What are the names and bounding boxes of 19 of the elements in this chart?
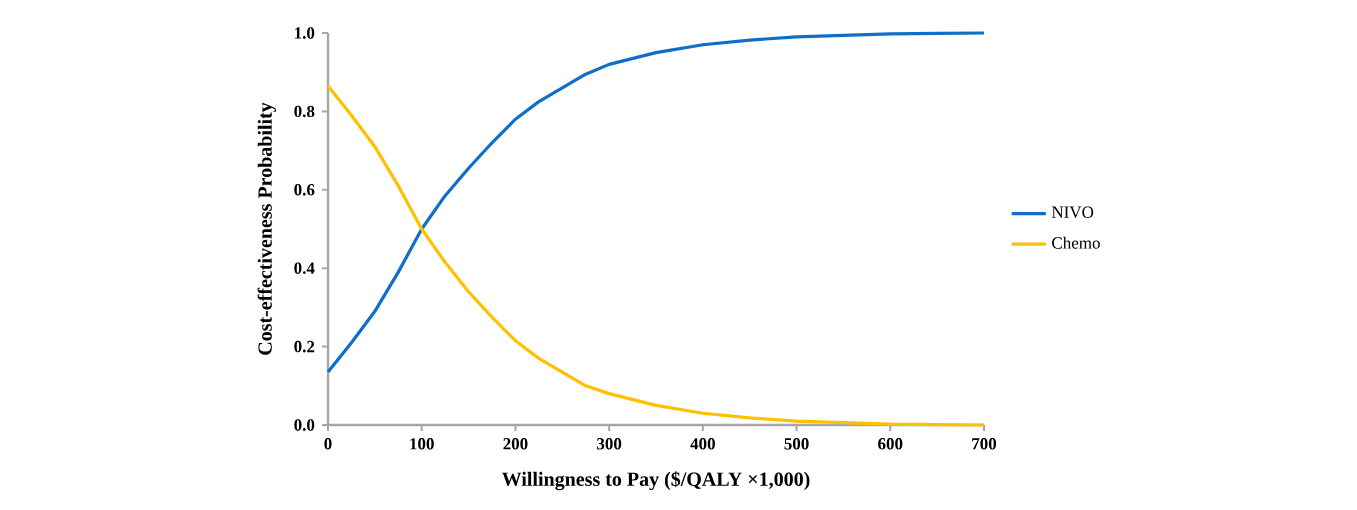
x-tick-label: 700 (972, 438, 997, 450)
y-tick-label: 0.6 (294, 184, 315, 196)
y-tick-label: 0.2 (294, 340, 315, 353)
x-tick-label: 200 (503, 438, 528, 450)
y-tick-label: 1.0 (295, 27, 315, 39)
y-axis-title: Cost-effectiveness Probability (257, 102, 276, 355)
x-tick-label: 600 (878, 438, 903, 450)
line-series (326, 31, 986, 374)
x-axis-title: Willingness to Pay ($/QALY ×1,000) (501, 471, 810, 491)
legend-label: Chemo (1052, 236, 1100, 249)
y-tick-label: 0.8 (294, 105, 315, 118)
x-tick-label: 100 (410, 438, 434, 450)
legend-label: NIVO (1051, 206, 1094, 218)
x-tick-label: 0 (324, 438, 332, 450)
x-tick-label: 300 (597, 438, 622, 450)
y-tick-label: 0.0 (294, 419, 315, 431)
y-tick-label: 0.4 (294, 262, 315, 274)
x-tick-label: 400 (690, 438, 715, 450)
x-tick-label: 500 (784, 438, 809, 450)
